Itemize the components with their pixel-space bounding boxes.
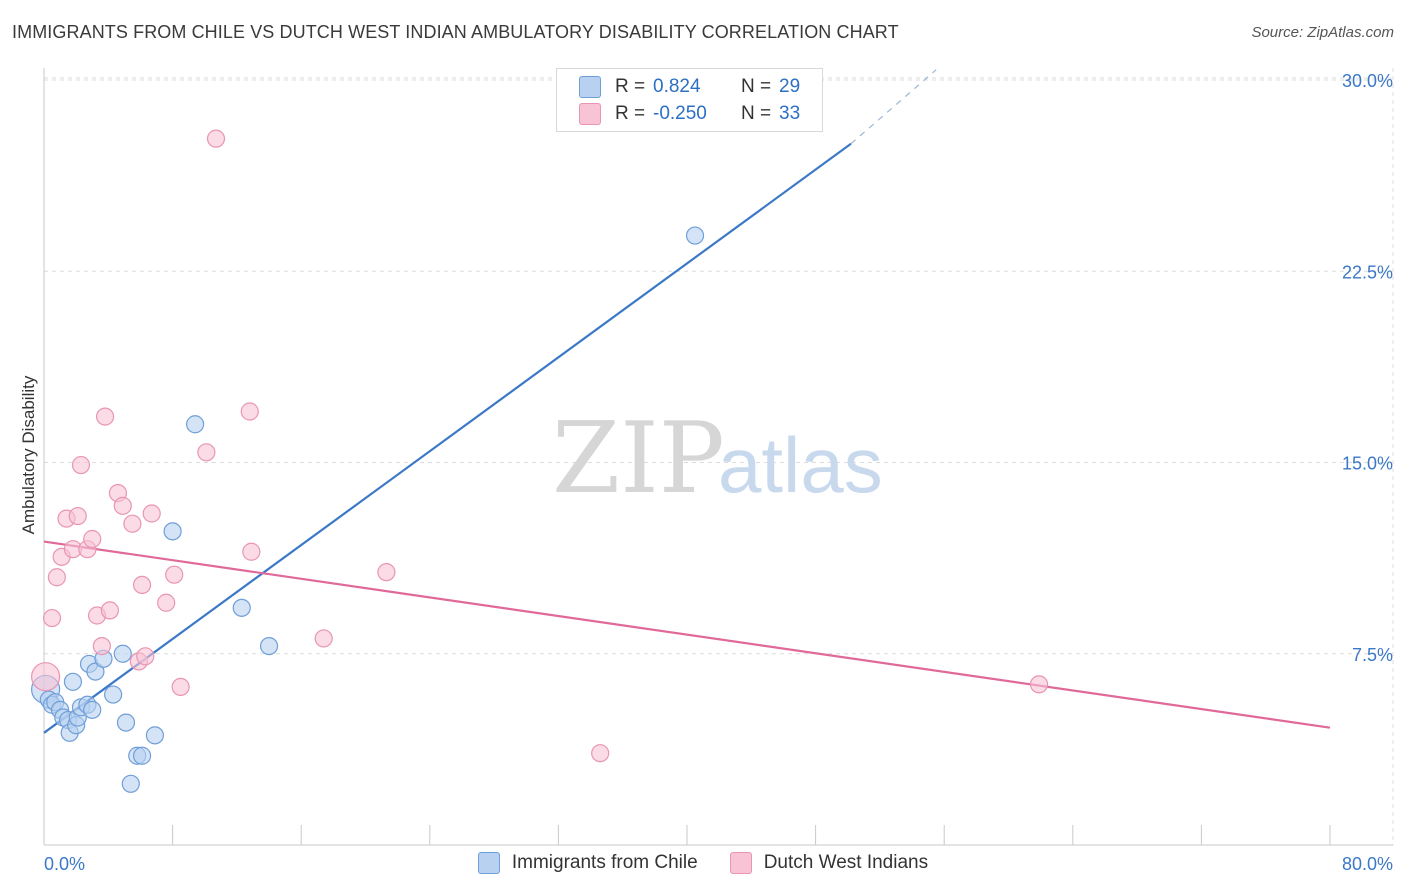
r-label: R = <box>615 76 646 97</box>
chile-point-25 <box>186 415 205 434</box>
dutch-trend-line <box>43 540 1331 729</box>
dutch-point-15 <box>113 496 132 515</box>
dutch-point-19 <box>136 647 155 666</box>
chile-trend-extension <box>850 69 937 145</box>
y-tick-labels: 7.5% 15.0% 22.5% 30.0% <box>1342 71 1393 665</box>
r-value: -0.250 <box>653 103 707 124</box>
dutch-point-13 <box>100 601 120 620</box>
source-label: Source: ZipAtlas.com <box>1251 24 1394 41</box>
chile-point-19 <box>116 713 136 732</box>
chile-point-22 <box>121 774 140 793</box>
legend-label-dutch: Dutch West Indians <box>763 852 929 873</box>
chile-point-21 <box>132 746 152 765</box>
dutch-point-1 <box>42 608 62 628</box>
chile-point-14 <box>83 700 102 719</box>
legend-item-dutch[interactable]: Dutch West Indians <box>729 852 929 874</box>
stats-legend: R = 0.824 N = 29 R = -0.250 N = 33 <box>556 68 823 132</box>
y-axis-label: Ambulatory Disability <box>19 375 38 534</box>
n-value: 33 <box>779 103 801 124</box>
chile-point-28 <box>685 226 705 245</box>
legend-row-dutch: R = -0.250 N = 33 <box>579 101 800 127</box>
legend-label-chile: Immigrants from Chile <box>511 852 698 873</box>
dutch-point-23 <box>171 677 190 697</box>
chile-trend-line <box>43 142 852 734</box>
dutch-point-31 <box>1029 675 1049 694</box>
dutch-point-29 <box>377 563 396 582</box>
dutch-point-30 <box>591 744 610 763</box>
y-tick-label-3: 30.0% <box>1342 71 1393 91</box>
x-tick-label-1: 80.0% <box>1342 854 1393 874</box>
dutch-point-9 <box>83 529 102 549</box>
n-value: 29 <box>779 76 801 97</box>
chile-point-27 <box>259 636 279 656</box>
dutch-point-7 <box>71 455 91 475</box>
chile-point-17 <box>104 685 123 704</box>
watermark-atlas: atlas <box>718 421 883 509</box>
dutch-point-16 <box>123 514 142 533</box>
x-tick-labels: 0.0% 80.0% <box>44 854 1393 874</box>
r-label: R = <box>615 103 646 124</box>
legend-row-chile: R = 0.824 N = 29 <box>579 74 800 100</box>
n-label: N = <box>741 103 772 124</box>
chile-point-23 <box>145 726 165 745</box>
dutch-point-11 <box>92 636 111 656</box>
dutch-point-2 <box>47 568 66 587</box>
dutch-point-24 <box>197 443 216 462</box>
watermark-zip: ZIP <box>552 402 725 516</box>
x-tick-label-0: 0.0% <box>44 854 85 874</box>
chart-title: IMMIGRANTS FROM CHILE VS DUTCH WEST INDI… <box>12 22 899 42</box>
dutch-point-27 <box>242 542 261 561</box>
dutch-swatch-icon <box>729 852 752 874</box>
dutch-swatch-icon <box>579 103 601 125</box>
y-tick-label-0: 7.5% <box>1352 645 1393 665</box>
dutch-point-22 <box>165 565 184 584</box>
dutch-point-12 <box>95 407 115 426</box>
dutch-point-26 <box>240 402 259 421</box>
chile-point-8 <box>63 672 83 691</box>
dutch-point-21 <box>157 593 176 612</box>
y-tick-label-2: 22.5% <box>1342 262 1393 282</box>
chile-point-26 <box>232 598 251 617</box>
y-tick-label-1: 15.0% <box>1342 454 1393 474</box>
trend-lines <box>43 69 1331 734</box>
chile-point-18 <box>113 644 132 663</box>
n-label: N = <box>741 76 772 97</box>
data-points <box>31 129 1049 793</box>
chile-swatch-icon <box>579 76 601 98</box>
chile-point-24 <box>163 522 182 541</box>
dutch-point-18 <box>132 575 152 595</box>
dutch-point-28 <box>314 629 333 648</box>
dutch-point-25 <box>206 129 226 148</box>
dutch-point-6 <box>68 506 87 526</box>
chile-swatch-icon <box>477 852 500 874</box>
legend-item-chile[interactable]: Immigrants from Chile <box>477 852 698 874</box>
series-legend: Immigrants from Chile Dutch West Indians <box>0 852 1406 874</box>
axes <box>43 68 1393 846</box>
dutch-point-20 <box>142 504 161 523</box>
dutch-point-0 <box>31 662 61 692</box>
r-value: 0.824 <box>653 76 701 97</box>
